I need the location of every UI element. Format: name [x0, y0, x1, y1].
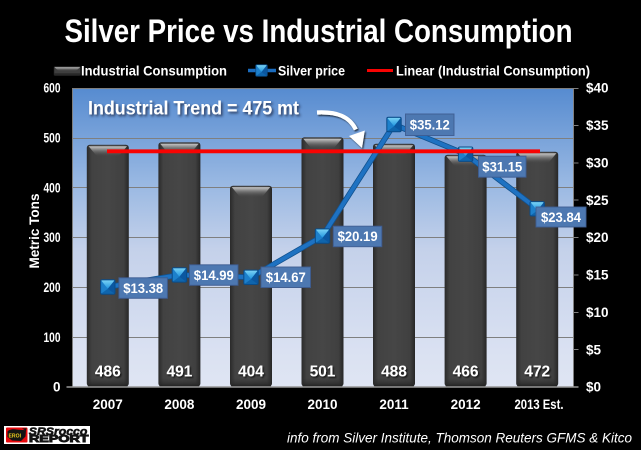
svg-text:600: 600 [44, 81, 61, 96]
svg-text:100: 100 [44, 330, 61, 345]
svg-text:2012: 2012 [451, 397, 481, 412]
svg-text:$13.38: $13.38 [123, 281, 163, 296]
svg-text:$10: $10 [586, 305, 609, 320]
svg-text:$40: $40 [586, 81, 609, 96]
svg-text:$14.67: $14.67 [266, 270, 306, 285]
svg-text:EROI: EROI [9, 433, 22, 439]
svg-text:501: 501 [310, 364, 336, 381]
svg-text:466: 466 [453, 364, 479, 381]
svg-text:Silver Price vs Industrial Con: Silver Price vs Industrial Consumption [65, 13, 573, 49]
svg-text:$35: $35 [586, 118, 609, 133]
svg-text:2011: 2011 [379, 397, 409, 412]
svg-text:$31.15: $31.15 [482, 160, 522, 175]
svg-text:472: 472 [524, 364, 550, 381]
svg-text:486: 486 [95, 364, 121, 381]
svg-text:0: 0 [53, 380, 61, 395]
svg-text:Silver price: Silver price [278, 63, 345, 79]
svg-text:Metric Tons: Metric Tons [27, 194, 42, 269]
svg-text:$35.12: $35.12 [410, 118, 450, 133]
svg-text:2010: 2010 [307, 397, 337, 412]
svg-text:Linear (Industrial Consumption: Linear (Industrial Consumption) [396, 63, 590, 79]
svg-text:info from Silver Institute, Th: info from Silver Institute, Thomson Reut… [287, 430, 632, 446]
svg-text:$20.19: $20.19 [338, 229, 378, 244]
svg-text:$25: $25 [586, 193, 609, 208]
svg-text:500: 500 [44, 131, 61, 146]
svg-text:$30: $30 [586, 156, 609, 171]
svg-text:$0: $0 [586, 380, 601, 395]
svg-text:2007: 2007 [93, 397, 123, 412]
svg-text:REPORT: REPORT [29, 434, 90, 445]
svg-text:300: 300 [44, 230, 61, 245]
svg-text:200: 200 [44, 280, 61, 295]
svg-text:404: 404 [238, 364, 264, 381]
svg-text:2008: 2008 [164, 397, 195, 412]
svg-text:Industrial Trend = 475 mt: Industrial Trend = 475 mt [88, 99, 300, 120]
svg-text:$20: $20 [586, 230, 609, 245]
svg-text:488: 488 [381, 364, 407, 381]
svg-text:2013 Est.: 2013 Est. [515, 397, 564, 412]
svg-text:491: 491 [166, 364, 192, 381]
svg-text:$5: $5 [586, 342, 602, 357]
svg-text:SRSrocco: SRSrocco [29, 426, 88, 438]
svg-text:$23.84: $23.84 [541, 210, 581, 225]
svg-text:$14.99: $14.99 [194, 268, 234, 283]
svg-text:$15: $15 [586, 268, 609, 283]
svg-text:Industrial Consumption: Industrial Consumption [81, 63, 227, 79]
svg-text:400: 400 [44, 180, 61, 195]
svg-text:2009: 2009 [236, 397, 266, 412]
